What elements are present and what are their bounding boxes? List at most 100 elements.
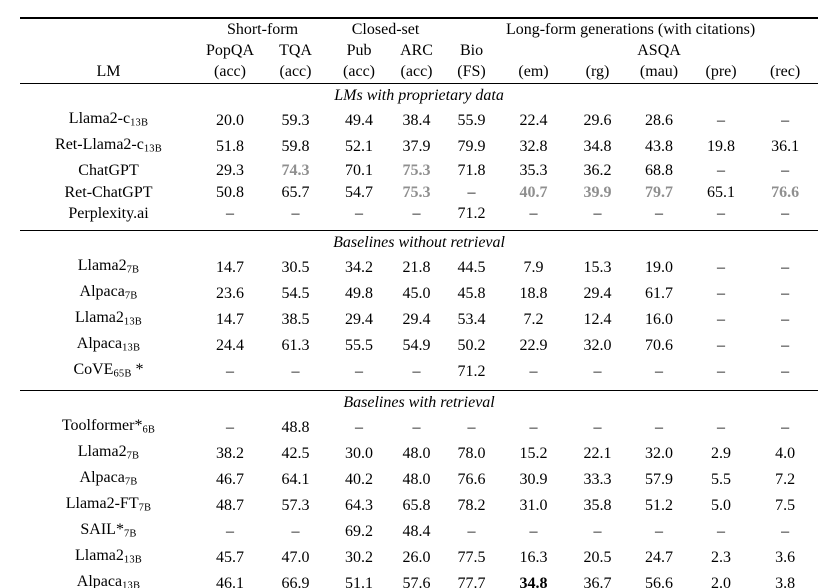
- lm-label: Alpaca7B: [20, 467, 197, 493]
- value-cell: –: [412, 205, 421, 222]
- group-header: Short-form: [226, 21, 299, 38]
- value-cell: –: [529, 362, 538, 380]
- value-cell: 28.6: [645, 112, 674, 130]
- value-cell: 14.7: [216, 310, 244, 328]
- value-cell: –: [717, 112, 726, 130]
- value-cell: 3.6: [775, 548, 796, 566]
- metric-header: (acc): [279, 63, 312, 80]
- value-cell: 64.3: [345, 496, 374, 514]
- value-cell: 57.3: [281, 496, 310, 514]
- value-cell: –: [593, 522, 602, 540]
- table-row: Alpaca13B 46.1 66.9 51.1 57.6 77.7 34.8 36.7 56.…: [20, 571, 818, 588]
- value-cell: 50.2: [457, 336, 486, 354]
- value-cell: 16.3: [519, 548, 548, 566]
- dataset-header: ARC: [400, 42, 433, 59]
- value-cell: 34.2: [345, 258, 374, 276]
- lm-label: Perplexity.ai: [20, 203, 197, 230]
- dataset-header: ASQA: [637, 42, 681, 59]
- model-name-text: Alpaca: [76, 334, 123, 352]
- value-cell: –: [355, 418, 364, 436]
- value-cell: 79.9: [457, 138, 486, 156]
- value-cell: 71.2: [457, 205, 486, 222]
- value-cell: –: [717, 522, 726, 540]
- table-row: Llama27B 38.2 42.5 30.0 48.0 78.0 15.2 22.1 32.0…: [20, 441, 818, 467]
- value-cell: –: [226, 418, 234, 436]
- value-cell: 57.9: [645, 470, 674, 488]
- model-size-subscript: 7B: [126, 264, 140, 275]
- model-name-text: Alpaca: [79, 468, 125, 486]
- dataset-header: [20, 41, 197, 60]
- value-cell: –: [355, 362, 364, 380]
- value-cell: –: [467, 522, 476, 540]
- value-cell: 29.3: [216, 162, 244, 179]
- value-cell: –: [717, 258, 726, 276]
- table-row: Alpaca7B 23.6 54.5 49.8 45.0 45.8 18.8 29.4 61.7…: [20, 281, 818, 307]
- value-cell: 30.0: [345, 444, 374, 462]
- dataset-header: [752, 41, 818, 60]
- value-cell: 15.3: [583, 258, 612, 276]
- value-cell: 5.5: [711, 470, 732, 488]
- results-table: Short-form Closed-set Long-form generation…: [20, 17, 819, 588]
- value-cell: 45.8: [457, 284, 486, 302]
- value-cell: 24.7: [645, 548, 674, 566]
- section-title-row: Baselines without retrieval: [20, 230, 819, 255]
- dataset-header: Bio: [459, 42, 484, 59]
- dataset-header: Pub: [346, 42, 372, 59]
- value-cell: 30.2: [345, 548, 374, 566]
- value-cell: –: [655, 205, 664, 222]
- table-header: Short-form Closed-set Long-form generation…: [20, 18, 819, 84]
- value-cell: –: [781, 522, 790, 540]
- lm-label: Alpaca13B: [20, 571, 197, 588]
- value-cell: –: [655, 362, 664, 380]
- value-cell: –: [655, 418, 664, 436]
- model-size-subscript: 7B: [124, 476, 138, 487]
- table-row: Llama27B 14.7 30.5 34.2 21.8 44.5 7.9 15.3 19.0 –…: [20, 255, 818, 281]
- value-cell: 19.8: [707, 138, 736, 156]
- model-name-text: *: [131, 360, 144, 378]
- value-cell: –: [717, 362, 726, 380]
- model-name-text: Alpaca: [76, 572, 123, 588]
- value-cell: 47.0: [281, 548, 310, 566]
- value-cell: 78.0: [457, 444, 486, 462]
- value-cell: 54.5: [281, 284, 310, 302]
- value-cell: 29.4: [402, 310, 431, 328]
- lm-label: Toolformer*6B: [20, 415, 197, 441]
- value-cell: 49.4: [345, 112, 374, 130]
- value-cell: 71.2: [457, 362, 486, 380]
- value-cell: 18.8: [519, 284, 548, 302]
- value-cell: 70.6: [645, 336, 674, 354]
- value-cell: 5.0: [711, 496, 732, 514]
- value-cell: –: [291, 522, 300, 540]
- value-cell: –: [291, 362, 300, 380]
- value-cell: 77.7: [457, 574, 486, 588]
- value-cell: –: [717, 310, 726, 328]
- model-name-text: Ret-ChatGPT: [64, 183, 153, 201]
- value-cell: 69.2: [345, 522, 374, 540]
- table-row: Perplexity.ai – – – – 71.2 – – – – –: [20, 203, 818, 230]
- value-cell: 35.8: [583, 496, 612, 514]
- value-cell: –: [781, 336, 790, 354]
- value-cell: 59.8: [281, 138, 310, 156]
- lm-column-header: LM: [96, 63, 121, 80]
- metric-header: (pre): [705, 63, 737, 80]
- model-name-text: Llama2: [75, 308, 124, 326]
- value-cell: 26.0: [402, 548, 431, 566]
- value-cell: 79.7: [645, 183, 674, 201]
- value-cell: 53.4: [457, 310, 486, 328]
- value-cell: 3.8: [775, 574, 796, 588]
- model-name-text: Ret-Llama2-c: [55, 136, 144, 153]
- value-cell: 22.1: [583, 444, 612, 462]
- value-cell: 76.6: [771, 183, 800, 201]
- value-cell: 7.2: [775, 470, 796, 488]
- value-cell: 57.6: [402, 574, 431, 588]
- value-cell: –: [781, 284, 790, 302]
- dataset-header: [567, 41, 628, 60]
- table-row: Llama213B 45.7 47.0 30.2 26.0 77.5 16.3 20.5 24.…: [20, 545, 818, 571]
- value-cell: 44.5: [457, 258, 486, 276]
- metric-header: (acc): [400, 63, 433, 80]
- value-cell: 51.2: [645, 496, 674, 514]
- value-cell: –: [781, 310, 790, 328]
- value-cell: –: [226, 522, 234, 540]
- value-cell: 21.8: [402, 258, 431, 276]
